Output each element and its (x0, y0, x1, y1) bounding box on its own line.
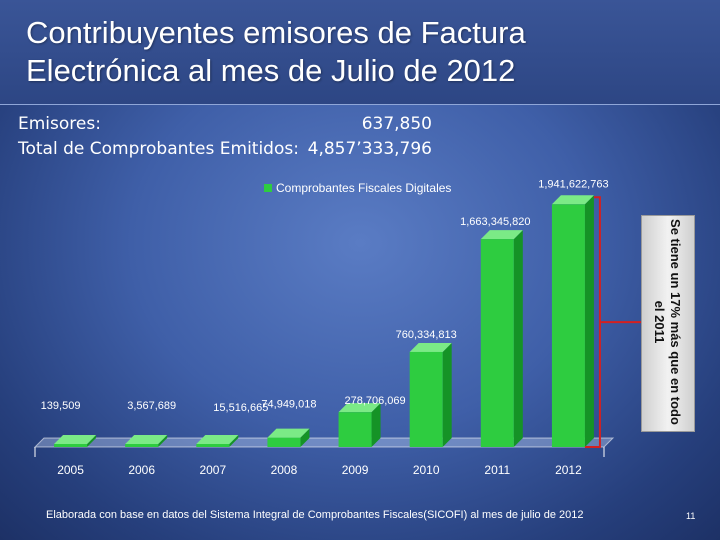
slide-title: Contribuyentes emisores de Factura Elect… (26, 15, 526, 88)
bar-2010 (409, 351, 443, 447)
x-tick-2010: 2010 (413, 463, 440, 477)
data-label-2010: 760,334,813 (396, 329, 457, 341)
emisores-label: Emisores: (18, 114, 101, 134)
bar-top-2012 (551, 195, 594, 205)
bar-side-2012 (584, 195, 594, 447)
bar-top-2006 (125, 435, 168, 444)
annotation-text: Se tiene un 17% más que en todo el 2011 (652, 219, 683, 425)
data-label-2006: 3,567,689 (127, 400, 176, 412)
annotation-box (641, 215, 695, 432)
bar-side-2007 (229, 435, 239, 447)
bar-2012 (551, 204, 585, 447)
legend-label: Comprobantes Fiscales Digitales (276, 181, 452, 195)
bar-side-2009 (371, 403, 381, 447)
bar-2008 (267, 437, 301, 447)
title-band (0, 0, 720, 105)
bar-2009 (338, 412, 372, 447)
data-label-2008: 74,949,018 (261, 399, 316, 411)
comprobantes-value: 4,857’333,796 (307, 139, 432, 159)
data-label-2012: 1,941,622,763 (538, 178, 608, 190)
bar-side-2011 (513, 230, 523, 447)
data-label-2011: 1,663,345,820 (460, 216, 530, 228)
x-tick-2011: 2011 (484, 463, 510, 477)
bar-top-2008 (267, 428, 310, 438)
x-tick-2006: 2006 (128, 463, 155, 477)
bar-side-2005 (87, 435, 97, 447)
chart-floor (33, 437, 615, 448)
legend-swatch (264, 184, 272, 192)
bar-2006 (125, 444, 159, 447)
bar-2007 (196, 444, 230, 447)
bar-top-2011 (480, 230, 523, 240)
bar-top-2007 (196, 435, 239, 444)
bar-side-2008 (300, 428, 310, 447)
bar-side-2010 (442, 342, 452, 447)
x-tick-2012: 2012 (555, 463, 582, 477)
x-tick-2008: 2008 (271, 463, 298, 477)
data-label-2005: 139,509 (41, 400, 81, 412)
bar-2011 (480, 239, 514, 447)
source-footer: Elaborada con base en datos del Sistema … (46, 509, 584, 521)
bar-top-2005 (54, 435, 97, 444)
x-tick-2009: 2009 (342, 463, 369, 477)
chart-legend: Comprobantes Fiscales Digitales (264, 181, 451, 195)
bar-top-2009 (338, 403, 381, 413)
x-tick-2007: 2007 (199, 463, 226, 477)
comprobantes-label: Total de Comprobantes Emitidos: (18, 139, 299, 159)
bar-top-2010 (409, 342, 452, 352)
bar-side-2006 (158, 435, 168, 447)
data-label-2009: 278,706,069 (344, 395, 405, 407)
emisores-value: 637,850 (361, 114, 432, 134)
data-label-2007: 15,516,665 (213, 402, 268, 414)
page-number: 11 (686, 511, 696, 521)
x-tick-2005: 2005 (57, 463, 84, 477)
bar-2005 (54, 444, 88, 447)
